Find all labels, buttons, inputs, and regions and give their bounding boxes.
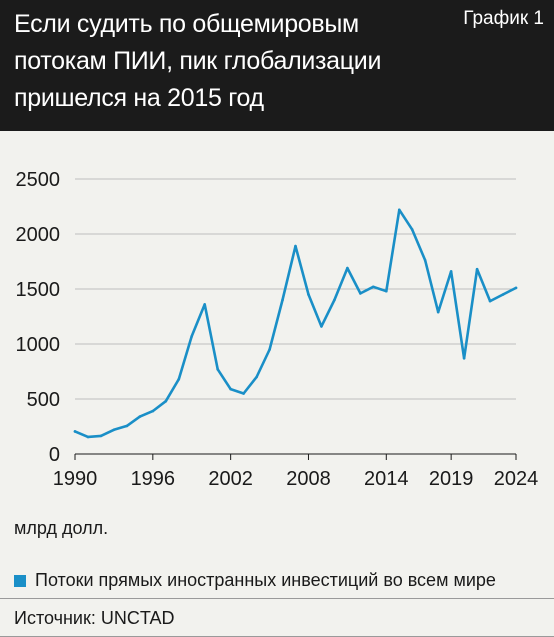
data-point: [359, 292, 362, 295]
data-point: [320, 325, 323, 328]
data-point: [294, 244, 297, 248]
data-point: [242, 392, 245, 395]
x-tick-label: 2008: [286, 468, 331, 490]
data-point: [410, 228, 414, 231]
data-point: [255, 375, 258, 379]
data-point: [151, 409, 155, 413]
data-point: [86, 435, 90, 439]
y-axis-ticks: 0 500 1000 1500 2000 2500: [16, 169, 61, 466]
y-tick-label: 1000: [16, 334, 61, 356]
data-point: [190, 335, 194, 338]
chart-header: Если судить по общемировым потокам ПИИ, …: [0, 0, 554, 131]
data-point: [216, 368, 219, 371]
y-tick-label: 0: [49, 444, 60, 466]
data-point: [73, 430, 77, 433]
data-point: [112, 428, 116, 432]
x-tick-label: 2014: [364, 468, 409, 490]
gridlines: [75, 178, 516, 455]
x-tick-label: 2002: [208, 468, 253, 490]
series-layer: [73, 208, 518, 439]
data-point: [333, 298, 336, 302]
y-tick-label: 2000: [16, 224, 61, 246]
data-point: [462, 357, 466, 360]
divider-top: [0, 598, 554, 599]
chart-title: Если судить по общемировым потокам ПИИ, …: [14, 10, 382, 112]
series-line: [73, 208, 518, 439]
data-point: [229, 387, 232, 391]
data-point: [475, 267, 479, 271]
data-point: [346, 266, 349, 270]
data-point: [397, 208, 401, 212]
data-point: [138, 415, 142, 418]
data-point: [125, 424, 129, 428]
data-point: [372, 285, 375, 289]
data-point: [203, 303, 207, 306]
source-label: Источник: UNCTAD: [14, 608, 175, 628]
y-tick-label: 2500: [16, 169, 61, 191]
unit-label: млрд долл.: [14, 518, 109, 538]
legend-label: Потоки прямых иностранных инвестиций во …: [35, 570, 496, 590]
data-point: [268, 348, 271, 351]
x-tick-label: 1990: [53, 468, 98, 490]
data-point: [423, 259, 427, 262]
data-point: [99, 434, 103, 438]
legend-swatch: [14, 575, 26, 587]
x-axis-ticks: 1990 1996 2002 2008 2014 2019 2024: [53, 453, 539, 490]
data-point: [384, 289, 388, 293]
data-point: [501, 293, 505, 296]
legend: Потоки прямых иностранных инвестиций во …: [14, 570, 496, 591]
data-point: [514, 286, 518, 290]
data-point: [449, 270, 453, 273]
x-tick-label: 1996: [131, 468, 176, 490]
y-tick-label: 1500: [16, 279, 61, 301]
data-point: [281, 298, 284, 302]
data-point: [177, 377, 181, 381]
data-point: [307, 293, 310, 296]
x-tick-label: 2024: [494, 468, 539, 490]
data-point: [164, 399, 168, 403]
chart-number-badge: График 1: [463, 8, 544, 29]
y-tick-label: 500: [27, 389, 60, 411]
line-chart: 0 500 1000 1500 2000 2500 1990 1996 2002 2008 201…: [16, 169, 539, 490]
data-point: [488, 299, 492, 303]
x-tick-label: 2019: [429, 468, 474, 490]
data-point: [436, 310, 440, 314]
